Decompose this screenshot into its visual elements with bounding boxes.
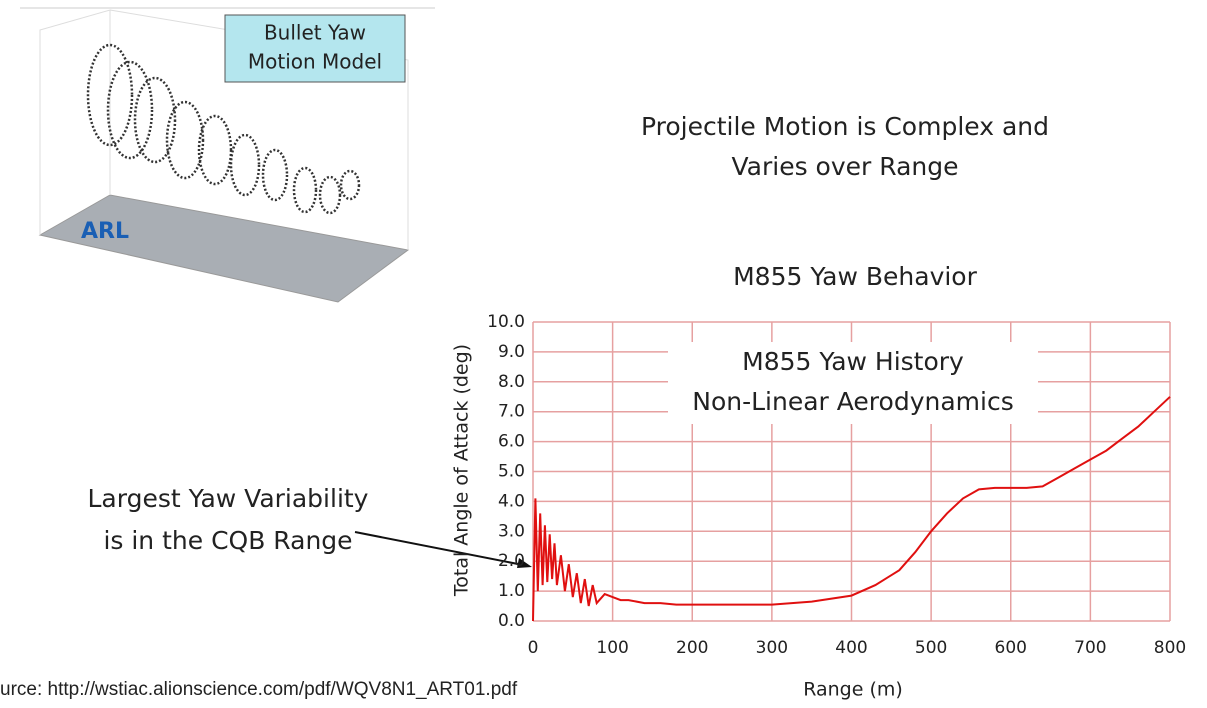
y-tick-label: 8.0 bbox=[498, 372, 525, 392]
y-tick-label: 10.0 bbox=[487, 312, 525, 332]
y-tick-label: 7.0 bbox=[498, 402, 525, 422]
x-tick-label: 500 bbox=[915, 638, 947, 658]
y-tick-label: 1.0 bbox=[498, 581, 525, 601]
chart-title: M855 Yaw Behavior bbox=[733, 262, 978, 291]
y-tick-label: 4.0 bbox=[498, 491, 525, 511]
x-tick-label: 800 bbox=[1154, 638, 1186, 658]
x-tick-label: 300 bbox=[756, 638, 788, 658]
inset-label: Motion Model bbox=[248, 50, 382, 74]
y-tick-label: 2.0 bbox=[498, 551, 525, 571]
y-axis-label: Total Angle of Attack (deg) bbox=[451, 344, 473, 597]
x-tick-label: 0 bbox=[528, 638, 539, 658]
heading: Projectile Motion is Complex and bbox=[641, 112, 1049, 141]
x-tick-label: 700 bbox=[1074, 638, 1106, 658]
callout: Largest Yaw Variability bbox=[88, 484, 369, 513]
callout: is in the CQB Range bbox=[103, 526, 352, 555]
heading: Varies over Range bbox=[732, 152, 959, 181]
y-tick-label: 3.0 bbox=[498, 521, 525, 541]
inset-logo: ARL bbox=[81, 219, 129, 244]
slide: Bullet Yaw Motion Model ARL Projectile M… bbox=[0, 0, 1207, 708]
annotation: Non-Linear Aerodynamics bbox=[692, 387, 1013, 416]
x-tick-label: 600 bbox=[995, 638, 1027, 658]
x-tick-label: 100 bbox=[596, 638, 628, 658]
plot: 0.0 1.0 2.0 3.0 4.0 5.0 6.0 7.0 8.0 9.0 10.0 0 100 20… bbox=[487, 312, 1186, 658]
y-tick-label: 9.0 bbox=[498, 342, 525, 362]
x-axis-label: Range (m) bbox=[803, 679, 903, 701]
x-tick-label: 200 bbox=[676, 638, 708, 658]
source: urce: http://wstiac.alionscience.com/pdf… bbox=[0, 679, 518, 700]
inset-label: Bullet Yaw bbox=[264, 21, 366, 45]
y-tick-label: 6.0 bbox=[498, 432, 525, 452]
x-tick-label: 400 bbox=[835, 638, 867, 658]
y-tick-label: 5.0 bbox=[498, 462, 525, 482]
annotation: M855 Yaw History bbox=[742, 347, 964, 376]
y-tick-label: 0.0 bbox=[498, 611, 525, 631]
